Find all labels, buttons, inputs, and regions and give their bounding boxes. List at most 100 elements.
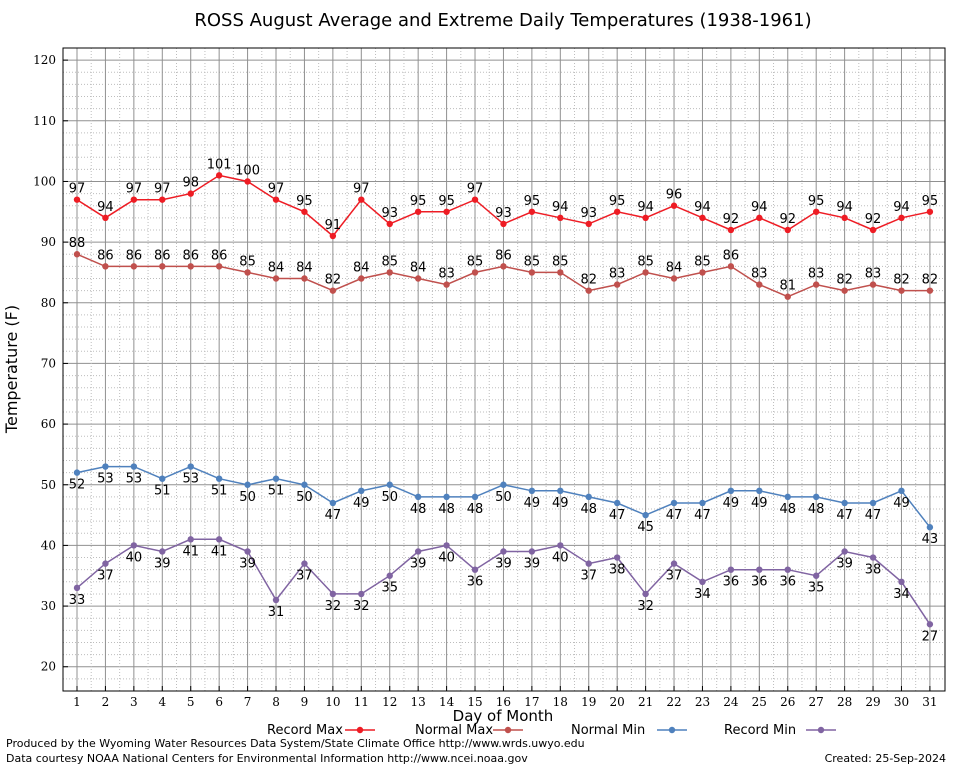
- legend-item: Record Max: [267, 723, 375, 738]
- data-label: 83: [609, 267, 626, 282]
- data-label: 92: [865, 212, 882, 227]
- data-point: [670, 560, 678, 567]
- data-label: 47: [694, 508, 711, 523]
- x-tick-label: 29: [865, 695, 880, 709]
- data-label: 37: [580, 569, 597, 584]
- data-label: 36: [751, 575, 768, 590]
- data-label: 37: [296, 569, 313, 584]
- data-label: 32: [353, 599, 370, 614]
- data-label: 83: [751, 267, 768, 282]
- data-label: 83: [438, 267, 455, 282]
- data-label: 36: [779, 575, 796, 590]
- data-label: 35: [808, 581, 825, 596]
- y-tick-label: 120: [33, 53, 56, 67]
- data-point: [187, 463, 194, 470]
- data-point: [215, 536, 223, 543]
- data-label: 40: [438, 550, 455, 565]
- data-point: [727, 487, 735, 495]
- data-point: [130, 542, 138, 549]
- data-point: [528, 487, 536, 495]
- data-label: 39: [836, 556, 853, 571]
- data-label: 82: [580, 273, 597, 288]
- data-label: 85: [467, 254, 484, 269]
- x-tick-label: 3: [130, 695, 138, 709]
- x-tick-label: 7: [244, 695, 252, 709]
- x-tick-label: 27: [809, 695, 824, 709]
- data-label: 86: [97, 248, 114, 263]
- data-point: [784, 293, 791, 300]
- data-point: [386, 572, 393, 579]
- data-label: 49: [353, 496, 370, 511]
- data-point: [159, 475, 166, 482]
- data-label: 43: [922, 532, 939, 547]
- data-point: [159, 548, 166, 555]
- data-point: [812, 281, 820, 288]
- data-label: 83: [865, 267, 882, 282]
- data-point: [812, 208, 820, 215]
- data-point: [670, 202, 678, 209]
- y-tick-label: 40: [41, 538, 56, 552]
- data-label: 39: [239, 556, 256, 571]
- data-label: 85: [524, 254, 541, 269]
- data-label: 41: [211, 544, 228, 559]
- data-label: 48: [808, 502, 825, 517]
- x-tick-label: 13: [411, 695, 426, 709]
- data-label: 48: [580, 502, 597, 517]
- data-label: 49: [723, 496, 740, 511]
- data-label: 84: [353, 261, 370, 276]
- data-label: 84: [268, 261, 285, 276]
- data-point: [841, 214, 848, 222]
- data-point: [613, 208, 621, 215]
- x-axis-label: Day of Month: [453, 707, 554, 725]
- data-label: 84: [410, 261, 427, 276]
- data-point: [215, 263, 223, 270]
- x-tick-label: 6: [215, 695, 223, 709]
- data-point: [414, 275, 422, 282]
- data-point: [841, 548, 848, 555]
- legend-marker: [504, 726, 512, 734]
- data-point: [642, 590, 649, 598]
- data-label: 32: [637, 599, 654, 614]
- data-point: [585, 287, 592, 294]
- data-point: [500, 481, 507, 488]
- data-point: [670, 275, 678, 282]
- x-tick-label: 4: [158, 695, 166, 709]
- data-label: 52: [69, 478, 86, 493]
- data-point: [471, 493, 479, 501]
- data-point: [557, 269, 564, 276]
- data-label: 39: [154, 556, 171, 571]
- data-label: 50: [495, 490, 512, 505]
- data-point: [557, 542, 564, 549]
- data-label: 48: [410, 502, 427, 517]
- data-point: [784, 226, 791, 234]
- x-tick-label: 23: [695, 695, 710, 709]
- legend-item: Normal Min: [571, 723, 687, 738]
- data-point: [102, 560, 109, 567]
- data-point: [73, 251, 81, 258]
- series-record-min: 33 37 40 39 41 41 39 31 37 32 32 35 39 40 36 39 39 40 37 38…: [69, 536, 938, 644]
- data-point: [102, 214, 109, 222]
- x-tick-label: 24: [723, 695, 739, 709]
- data-point: [869, 281, 877, 288]
- data-label: 53: [97, 472, 114, 487]
- data-label: 86: [154, 248, 171, 263]
- data-label: 49: [524, 496, 541, 511]
- data-point: [73, 469, 81, 476]
- data-label: 39: [410, 556, 427, 571]
- x-tick-label: 12: [382, 695, 397, 709]
- data-label: 81: [779, 279, 796, 294]
- footer-courtesy: Data courtesy NOAA National Centers for …: [6, 752, 528, 765]
- data-point: [699, 499, 706, 507]
- data-point: [301, 275, 308, 282]
- series: 97 94 97 97 98 101 100 97 95 91 97 93 95 95 97 93 95 94 93…: [69, 157, 938, 644]
- data-label: 101: [207, 157, 232, 172]
- x-tick-label: 18: [553, 695, 568, 709]
- x-tick-label: 30: [894, 695, 909, 709]
- data-point: [159, 196, 166, 203]
- data-point: [500, 548, 507, 555]
- data-label: 95: [609, 194, 626, 209]
- data-point: [443, 208, 450, 215]
- data-label: 98: [182, 176, 199, 191]
- data-label: 34: [893, 587, 910, 602]
- data-label: 100: [235, 163, 260, 178]
